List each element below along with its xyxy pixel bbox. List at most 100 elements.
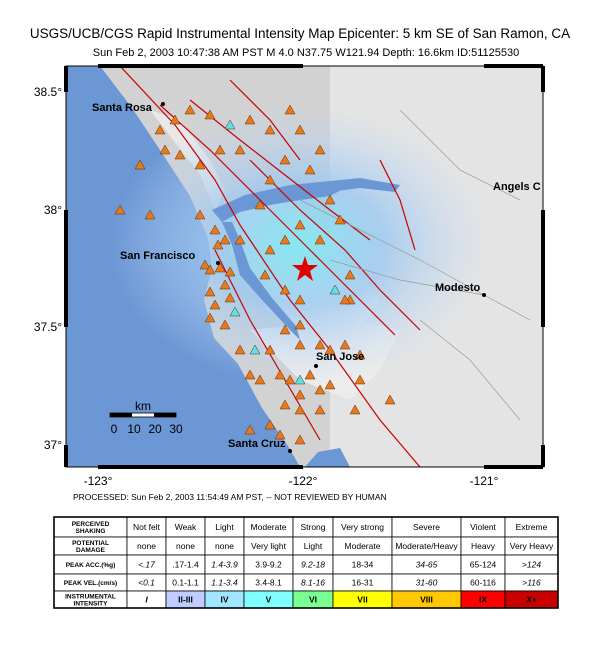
station [199,259,211,270]
station [169,114,181,125]
station [314,384,326,395]
station [304,164,316,175]
legend-cell-text: 16-31 [352,578,374,588]
title: USGS/UCB/CGS Rapid Instrumental Intensit… [30,26,570,41]
lon-label: -121° [470,474,499,488]
legend-cell-text: 0.1-1.1 [172,578,199,588]
station [209,299,221,310]
legend-cell-text: none [215,541,234,551]
station [254,374,266,385]
row-label: POTENTIAL [72,540,109,547]
legend-cell-text: Violent [470,522,496,532]
legend-cell-text: V [266,595,272,605]
legend-cell-text: 60-116 [470,578,496,588]
station [354,374,366,385]
legend-cell-text: IV [220,595,228,605]
subtitle: Sun Feb 2, 2003 10:47:38 AM PST M 4.0 N3… [93,47,519,59]
legend-cell-text: >124 [522,560,541,570]
legend-cell-text: I [145,595,148,605]
station [234,344,246,355]
legend-cell-text: Extreme [516,522,548,532]
legend-cell-text: 8.1-16 [301,578,325,588]
legend-cell-text: 3.9-9.2 [255,560,282,570]
station [349,404,361,415]
legend-cell-text: Not felt [133,522,161,532]
legend-cell-text: VI [309,595,317,605]
station [339,339,351,350]
city-label: Angels C [493,181,541,193]
legend-cell-text: Light [304,541,323,551]
lat-label: 38° [44,203,62,217]
legend-cell-text: 34-65 [416,560,438,570]
station [294,339,306,350]
station [254,199,266,210]
station [212,239,224,250]
legend-cell-text: <0.1 [138,578,155,588]
station [294,389,306,400]
station [194,209,206,220]
station [184,104,196,115]
scale-label: 20 [148,422,162,436]
station [159,144,171,155]
legend-cell-text: 1.4-3.9 [211,560,238,570]
station [314,234,326,245]
legend-cell-text: 3.4-8.1 [255,578,282,588]
city-label: Modesto [435,282,481,294]
legend-cell-text: 1.1-3.4 [211,578,238,588]
city-label: Santa Cruz [228,438,286,450]
station [284,104,296,115]
row-label: PERCEIVED [72,521,110,528]
station [354,349,366,360]
lon-label: -123° [84,474,113,488]
station [214,144,226,155]
scale-unit: km [135,399,151,413]
station [214,262,226,273]
legend-cell-text: 18-34 [352,560,374,570]
station [339,294,351,305]
station [294,374,306,385]
legend-cell-text: Weak [175,522,197,532]
station [204,286,216,297]
legend-cell-text: Very strong [341,522,384,532]
station [334,214,346,225]
station [259,269,271,280]
station [294,219,306,230]
station [279,284,291,295]
station [219,319,231,330]
station [244,424,256,435]
station [329,284,341,295]
legend-cell-text: none [176,541,195,551]
legend-cell-text: Moderate [345,541,381,551]
station [264,174,276,185]
station [234,144,246,155]
scale-label: 30 [169,422,183,436]
legend-cell-text: <.17 [138,560,155,570]
legend-cell-text: none [137,541,156,551]
station [219,279,231,290]
legend-cell-text: II-III [178,595,193,605]
station [294,294,306,305]
station [279,399,291,410]
station [274,369,286,380]
station [314,404,326,415]
station [194,159,206,170]
legend-cell-text: Heavy [471,541,496,551]
lat-label: 37.5° [34,320,62,334]
legend-cell-text: X+ [525,595,537,605]
station [209,224,221,235]
station [264,244,276,255]
table-border [53,516,559,609]
legend-cell-text: Very Heavy [510,541,554,551]
legend-cell-text: .17-1.4 [172,560,199,570]
scale-bar: km 0 10 20 30 [109,399,183,436]
lat-label: 38.5° [34,85,62,99]
station [204,312,216,323]
legend-cell-text: VIII [420,595,433,605]
row-label: DAMAGE [76,547,106,554]
station [274,429,286,440]
lat-label: 37° [44,438,62,452]
station [264,344,276,355]
legend-cell-text: Light [215,522,234,532]
legend-cell-text: 31-60 [416,578,438,588]
